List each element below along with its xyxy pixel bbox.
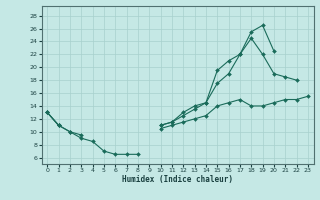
X-axis label: Humidex (Indice chaleur): Humidex (Indice chaleur) [122, 175, 233, 184]
